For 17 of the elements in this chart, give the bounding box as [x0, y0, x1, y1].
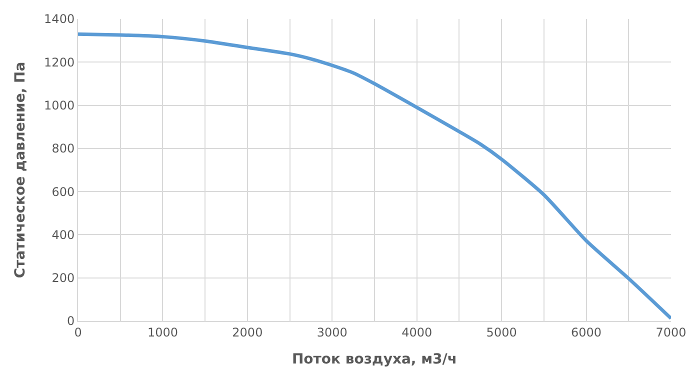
y-tick-label: 1400 — [44, 12, 75, 26]
x-tick-label: 5000 — [486, 325, 517, 340]
y-tick-label: 600 — [52, 184, 75, 199]
x-tick-label: 3000 — [316, 325, 348, 340]
x-tick-label: 6000 — [571, 325, 602, 340]
x-tick-label: 7000 — [656, 325, 686, 340]
y-tick-label: 400 — [52, 228, 75, 242]
y-axis-title: Статическое давление, Па — [12, 62, 29, 278]
x-tick-label: 1000 — [147, 325, 178, 340]
y-tick-label: 1200 — [44, 55, 75, 70]
x-tick-label: 4000 — [402, 325, 432, 340]
x-axis-title: Поток воздуха, м3/ч — [292, 352, 458, 368]
x-tick-label: 2000 — [232, 325, 263, 340]
y-tick-label: 200 — [52, 271, 75, 286]
y-tick-label: 0 — [66, 314, 75, 328]
y-tick-label: 800 — [52, 142, 75, 156]
y-tick-label: 1000 — [44, 98, 75, 112]
